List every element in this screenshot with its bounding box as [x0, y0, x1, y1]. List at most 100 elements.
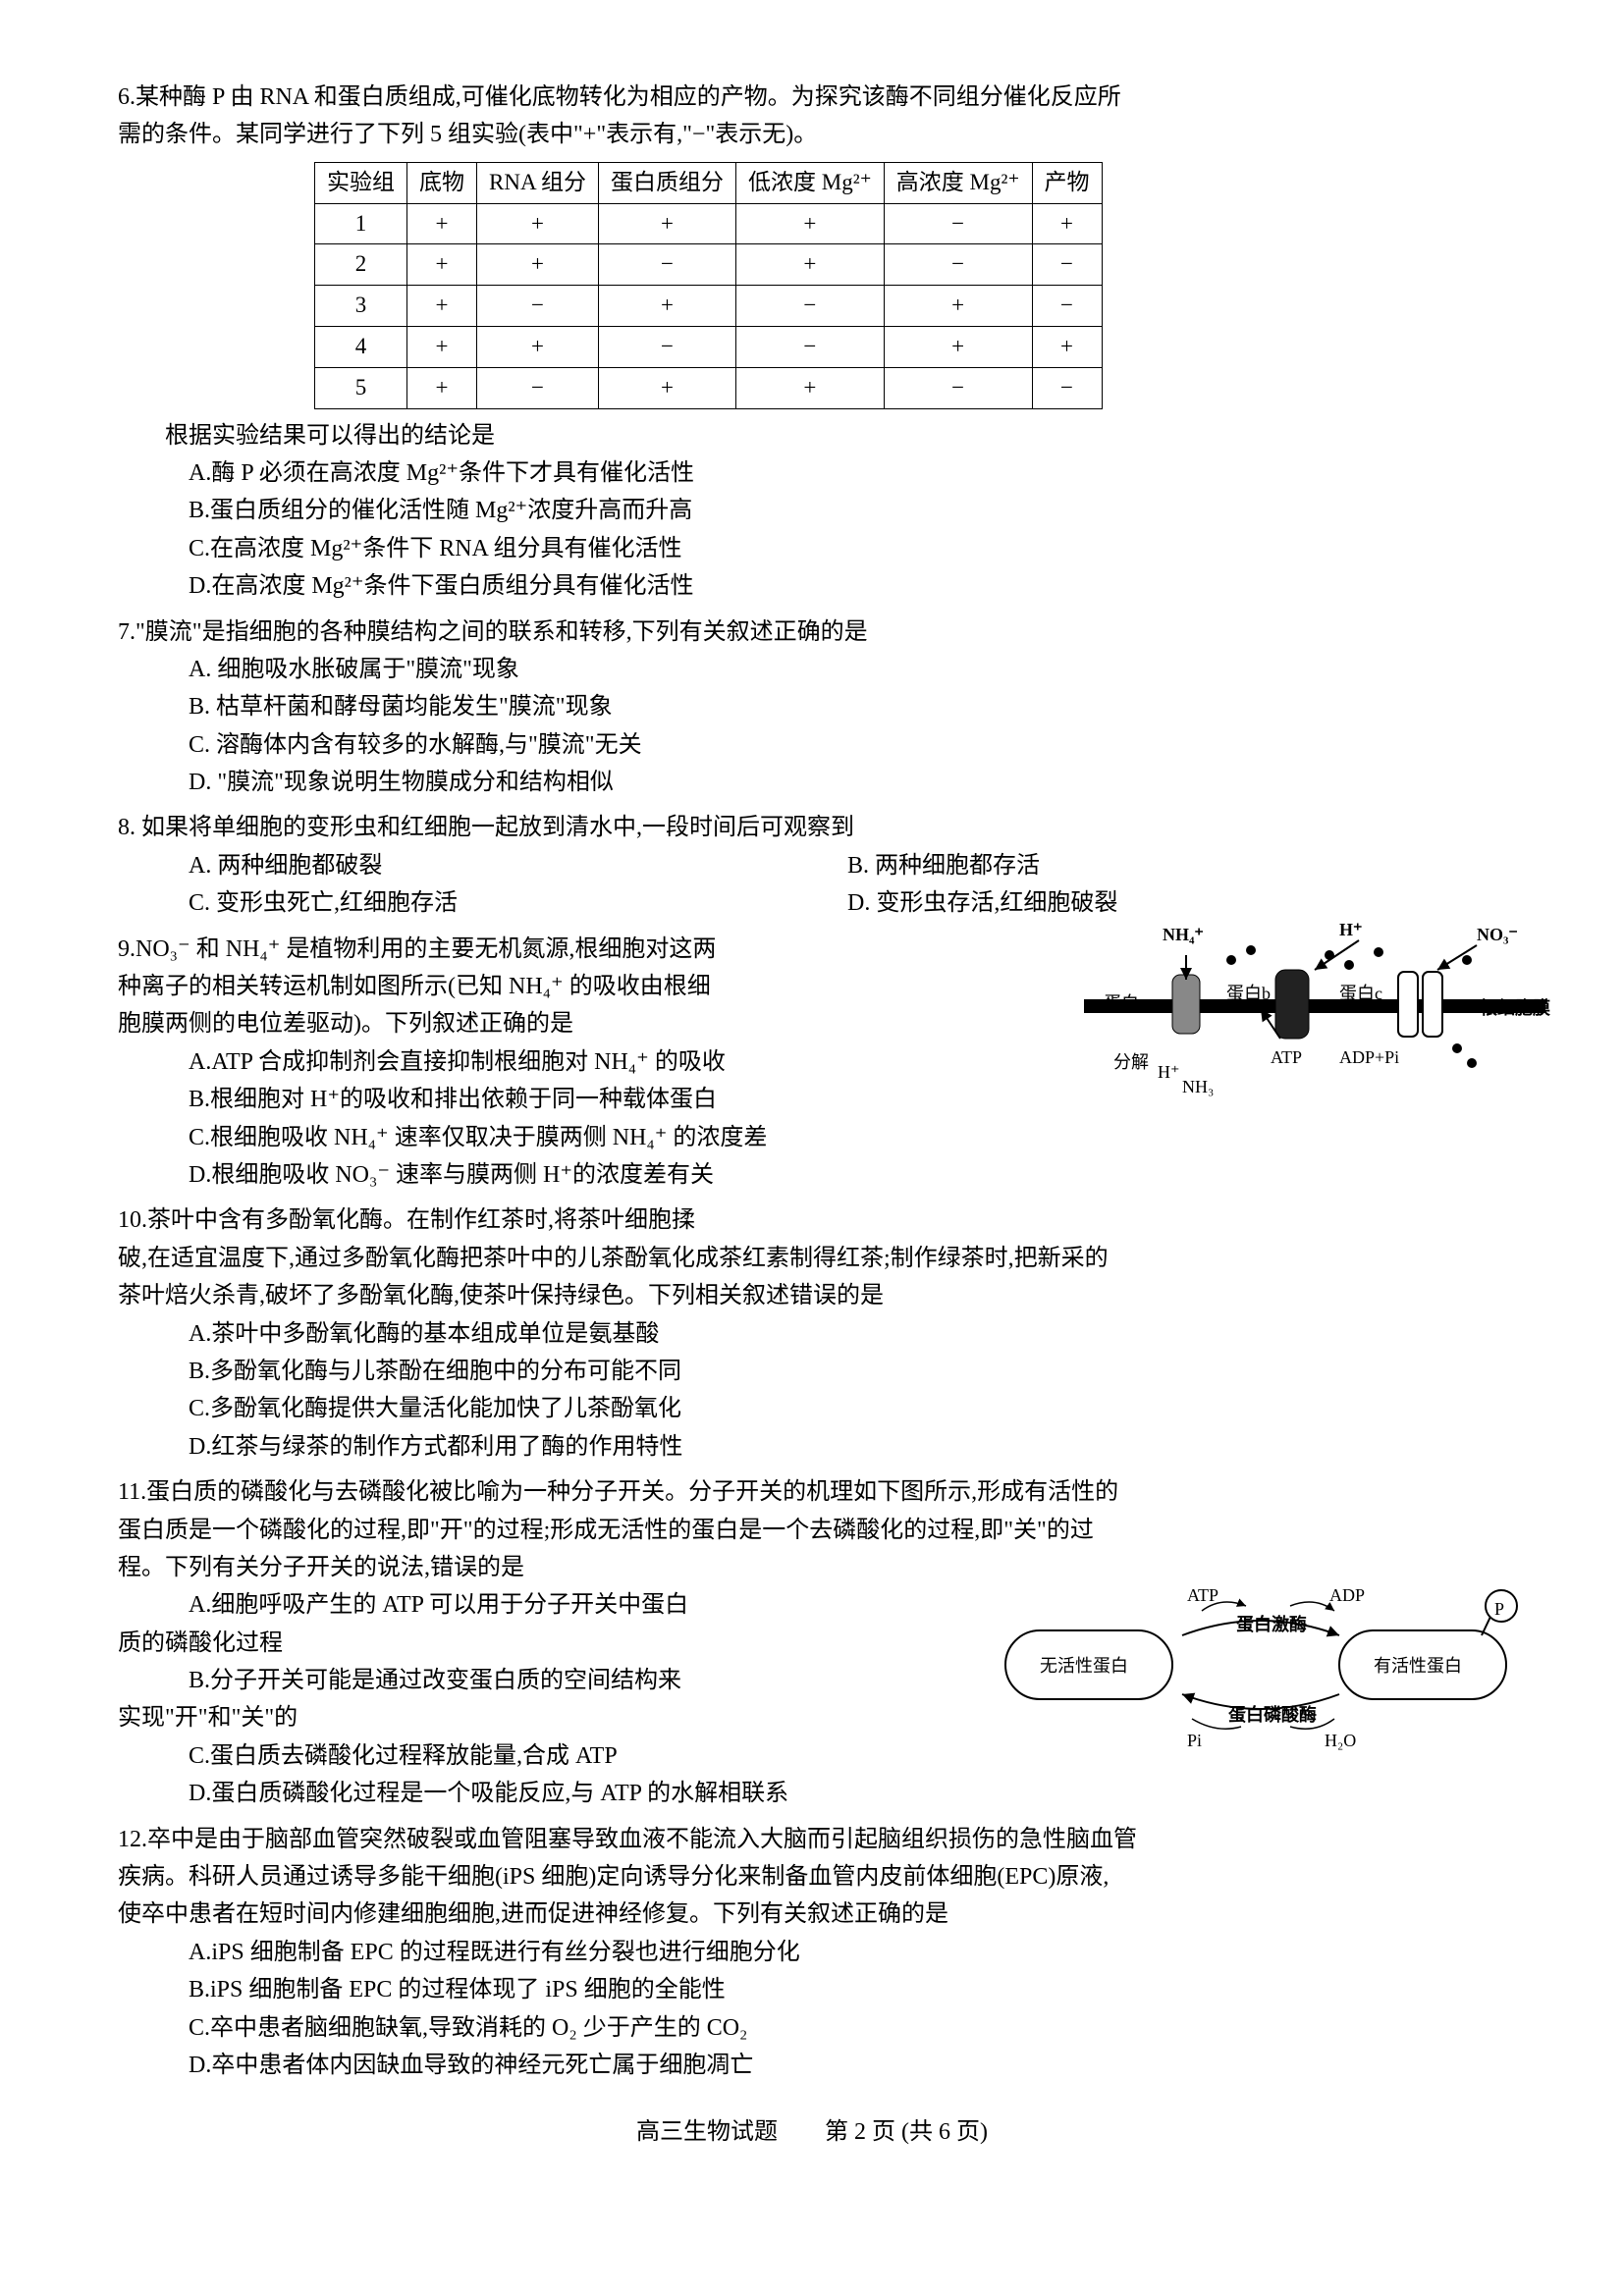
q6-optC: C.在高浓度 Mg²⁺条件下 RNA 组分具有催化活性	[189, 530, 1506, 567]
question-9: 9.NO₃⁻ 和 NH₄⁺ 是植物利用的主要无机氮源,根细胞对这两 种离子的相关…	[118, 931, 1506, 1195]
q6-cell: −	[736, 326, 885, 367]
q7-stem: 7."膜流"是指细胞的各种膜结构之间的联系和转移,下列有关叙述正确的是	[118, 614, 1506, 651]
q9-label-pb: 蛋白b	[1226, 980, 1271, 1008]
q10-optA: A.茶叶中多酚氧化酶的基本组成单位是氨基酸	[189, 1315, 1506, 1353]
q6-cell: +	[599, 203, 736, 244]
q11-p: P	[1494, 1595, 1504, 1624]
q10-stem-l1: 10.茶叶中含有多酚氧化酶。在制作红茶时,将茶叶细胞揉	[118, 1201, 1506, 1239]
q11-pi: Pi	[1187, 1727, 1202, 1755]
q9-optD: D.根细胞吸收 NO₃⁻ 速率与膜两侧 H⁺的浓度差有关	[189, 1156, 1506, 1194]
q6-th: RNA 组分	[477, 162, 599, 203]
q6-cell: +	[599, 286, 736, 327]
question-11: 11.蛋白质的磷酸化与去磷酸化被比喻为一种分子开关。分子开关的机理如下图所示,形…	[118, 1473, 1506, 1813]
q12-stem-l2: 疾病。科研人员通过诱导多能干细胞(iPS 细胞)定向诱导分化来制备血管内皮前体细…	[118, 1858, 1506, 1896]
q9-label-no3: NO₃⁻	[1477, 921, 1518, 949]
q6-cell: +	[1032, 326, 1102, 367]
q6-th: 产物	[1032, 162, 1102, 203]
q6-cell: +	[407, 326, 477, 367]
q11-stem-l1: 11.蛋白质的磷酸化与去磷酸化被比喻为一种分子开关。分子开关的机理如下图所示,形…	[118, 1473, 1506, 1511]
q11-adp: ADP	[1329, 1581, 1365, 1610]
q9-label-atp: ATP	[1271, 1043, 1302, 1072]
q7-optB: B. 枯草杆菌和酵母菌均能发生"膜流"现象	[189, 688, 1506, 725]
q6-row: 3+−+−+−	[315, 286, 1103, 327]
q6-cell: +	[884, 326, 1032, 367]
q10-optC: C.多酚氧化酶提供大量活化能加快了儿茶酚氧化	[189, 1390, 1506, 1427]
q6-row: 4++−−++	[315, 326, 1103, 367]
q11-active: 有活性蛋白	[1374, 1652, 1462, 1681]
question-7: 7."膜流"是指细胞的各种膜结构之间的联系和转移,下列有关叙述正确的是 A. 细…	[118, 614, 1506, 802]
q6-cell: +	[599, 367, 736, 408]
q6-cell: +	[477, 203, 599, 244]
q6-optA: A.酶 P 必须在高浓度 Mg²⁺条件下才具有催化活性	[189, 454, 1506, 492]
question-8: 8. 如果将单细胞的变形虫和红细胞一起放到清水中,一段时间后可观察到 A. 两种…	[118, 809, 1506, 922]
q6-cell: −	[1032, 244, 1102, 286]
q11-atp: ATP	[1187, 1581, 1218, 1610]
q7-optC: C. 溶酶体内含有较多的水解酶,与"膜流"无关	[189, 726, 1506, 764]
q11-optD: D.蛋白质磷酸化过程是一个吸能反应,与 ATP 的水解相联系	[189, 1775, 1506, 1812]
q10-optD: D.红茶与绿茶的制作方式都利用了酶的作用特性	[189, 1428, 1506, 1466]
protein-a-shape	[1172, 975, 1200, 1034]
q6-conclusion: 根据实验结果可以得出的结论是	[118, 417, 1506, 454]
q6-cell: −	[599, 244, 736, 286]
protein-b-shape	[1275, 970, 1309, 1039]
question-12: 12.卒中是由于脑部血管突然破裂或血管阻塞导致血液不能流入大脑而引起脑组织损伤的…	[118, 1821, 1506, 2085]
q6-cell: 4	[315, 326, 407, 367]
q12-optD: D.卒中患者体内因缺血导致的神经元死亡属于细胞凋亡	[189, 2047, 1506, 2084]
q9-label-pa: 蛋白a	[1104, 989, 1147, 1018]
q9-label-nh3b: NH₃	[1182, 1073, 1214, 1101]
q6-cell: +	[477, 244, 599, 286]
q6-row: 5+−++−−	[315, 367, 1103, 408]
q6-optB: B.蛋白质组分的催化活性随 Mg²⁺浓度升高而升高	[189, 492, 1506, 529]
q6-cell: +	[736, 203, 885, 244]
q10-optB: B.多酚氧化酶与儿茶酚在细胞中的分布可能不同	[189, 1353, 1506, 1390]
q6-cell: 5	[315, 367, 407, 408]
q11-h2o: H₂O	[1325, 1727, 1356, 1755]
q6-th: 实验组	[315, 162, 407, 203]
q6-th: 底物	[407, 162, 477, 203]
question-6: 6.某种酶 P 由 RNA 和蛋白质组成,可催化底物转化为相应的产物。为探究该酶…	[118, 79, 1506, 606]
q11-stem-l2: 蛋白质是一个磷酸化的过程,即"开"的过程;形成无活性的蛋白是一个去磷酸化的过程,…	[118, 1512, 1506, 1549]
question-10: 10.茶叶中含有多酚氧化酶。在制作红茶时,将茶叶细胞揉 破,在适宜温度下,通过多…	[118, 1201, 1506, 1466]
q6-cell: 1	[315, 203, 407, 244]
q6-cell: 2	[315, 244, 407, 286]
q9-label-pc: 蛋白c	[1339, 980, 1382, 1008]
q6-cell: −	[884, 244, 1032, 286]
q6-cell: +	[407, 286, 477, 327]
q10-stem-l3: 茶叶焙火杀青,破坏了多酚氧化酶,使茶叶保持绿色。下列相关叙述错误的是	[118, 1277, 1506, 1314]
q8-optC: C. 变形虫死亡,红细胞存活	[189, 884, 847, 922]
q9-label-h: H⁺	[1339, 916, 1363, 944]
q6-th: 低浓度 Mg²⁺	[736, 162, 885, 203]
q6-cell: −	[477, 286, 599, 327]
q6-cell: +	[736, 367, 885, 408]
q6-optD: D.在高浓度 Mg²⁺条件下蛋白质组分具有催化活性	[189, 567, 1506, 605]
q6-cell: −	[884, 203, 1032, 244]
q9-diagram: NH₄⁺ H⁺ NO₃⁻ 蛋白a 蛋白b 蛋白c 根细胞膜 分解 ATP ADP…	[1084, 911, 1545, 1107]
q9-optC: C.根细胞吸收 NH₄⁺ 速率仅取决于膜两侧 NH₄⁺ 的浓度差	[189, 1119, 1506, 1156]
q6-table: 实验组底物RNA 组分蛋白质组分低浓度 Mg²⁺高浓度 Mg²⁺产物 1++++…	[314, 162, 1103, 409]
q6-cell: +	[407, 244, 477, 286]
q9-label-hb: H⁺	[1158, 1058, 1180, 1087]
q7-optA: A. 细胞吸水胀破属于"膜流"现象	[189, 651, 1506, 688]
q9-label-breakdown: 分解	[1113, 1048, 1149, 1077]
q6-cell: 3	[315, 286, 407, 327]
q6-row: 1++++−+	[315, 203, 1103, 244]
page-footer: 高三生物试题 第 2 页 (共 6 页)	[118, 2113, 1506, 2151]
q11-phosphatase: 蛋白磷酸酶	[1228, 1701, 1317, 1730]
q6-stem-line1: 6.某种酶 P 由 RNA 和蛋白质组成,可催化底物转化为相应的产物。为探究该酶…	[118, 79, 1506, 116]
q8-stem: 8. 如果将单细胞的变形虫和红细胞一起放到清水中,一段时间后可观察到	[118, 809, 1506, 846]
q11-diagram: 无活性蛋白 有活性蛋白 ATP ADP P 蛋白激酶 蛋白磷酸酶 Pi H₂O	[996, 1581, 1526, 1748]
q8-optA: A. 两种细胞都破裂	[189, 847, 847, 884]
q6-cell: −	[1032, 286, 1102, 327]
q6-cell: +	[407, 367, 477, 408]
protein-c-shape1	[1398, 972, 1418, 1037]
q6-table-header-row: 实验组底物RNA 组分蛋白质组分低浓度 Mg²⁺高浓度 Mg²⁺产物	[315, 162, 1103, 203]
q6-cell: +	[407, 203, 477, 244]
q6-th: 高浓度 Mg²⁺	[884, 162, 1032, 203]
q6-cell: −	[736, 286, 885, 327]
q9-label-membrane: 根细胞膜	[1480, 994, 1550, 1023]
q6-stem-line2: 需的条件。某同学进行了下列 5 组实验(表中"+"表示有,"−"表示无)。	[118, 116, 1506, 153]
q12-stem-l3: 使卒中患者在短时间内修建细胞细胞,进而促进神经修复。下列有关叙述正确的是	[118, 1896, 1506, 1933]
q12-optB: B.iPS 细胞制备 EPC 的过程体现了 iPS 细胞的全能性	[189, 1971, 1506, 2008]
q6-cell: −	[477, 367, 599, 408]
q6-cell: −	[599, 326, 736, 367]
